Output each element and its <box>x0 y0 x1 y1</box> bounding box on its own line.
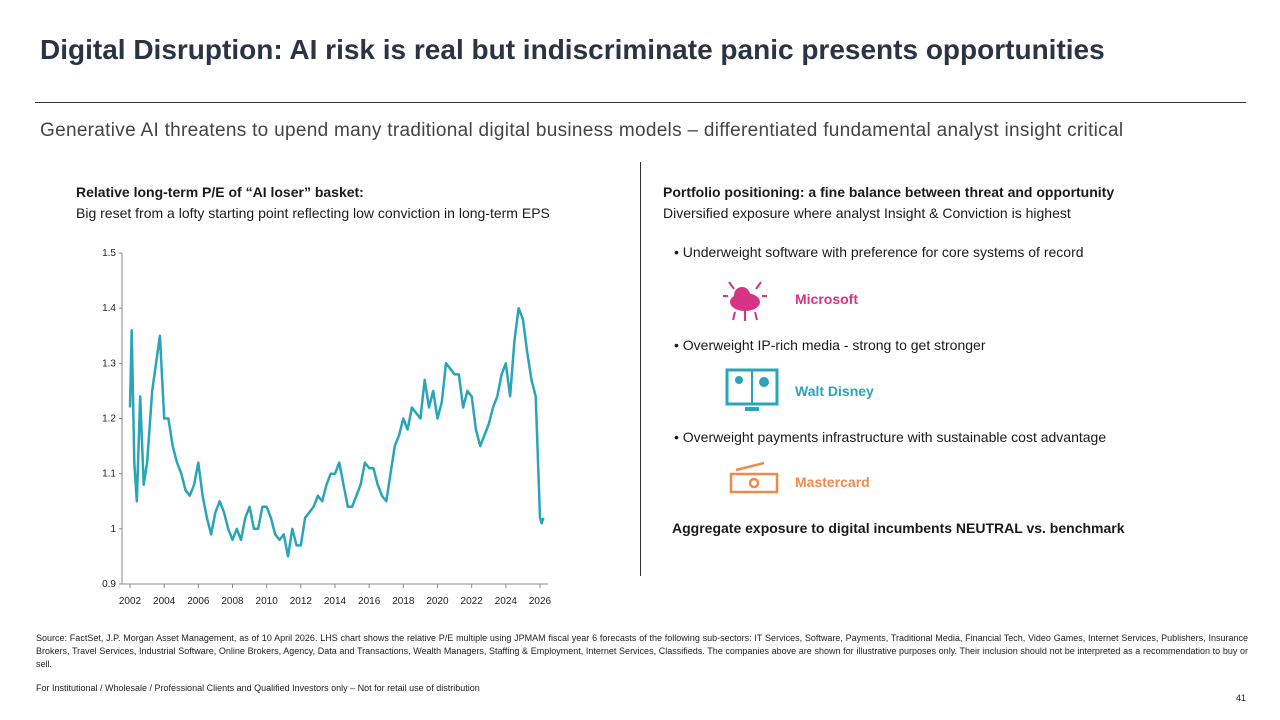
rule <box>35 102 1246 103</box>
x-tick-label: 2008 <box>221 596 244 607</box>
x-tick-label: 2002 <box>119 596 142 607</box>
conclusion: Aggregate exposure to digital incumbents… <box>672 520 1125 536</box>
subtitle: Generative AI threatens to upend many tr… <box>40 120 1124 141</box>
x-tick-label: 2006 <box>187 596 210 607</box>
x-tick-label: 2026 <box>529 596 552 607</box>
left-text: Big reset from a lofty starting point re… <box>76 205 550 221</box>
title: Digital Disruption: AI risk is real but … <box>40 34 1105 65</box>
bullet: • Overweight payments infrastructure wit… <box>674 429 1107 445</box>
bullet: • Overweight IP-rich media - strong to g… <box>674 337 986 353</box>
x-tick-label: 2018 <box>392 596 415 607</box>
right-text: Diversified exposure where analyst Insig… <box>663 205 1071 221</box>
right-heading: Portfolio positioning: a fine balance be… <box>663 184 1115 200</box>
y-tick-label: 0.9 <box>102 579 116 590</box>
y-tick-label: 1.2 <box>102 414 116 425</box>
chart: 0.9 1 1.1 1.2 1.3 1.4 1.5 2002 2004 2006 2008 2010 2… <box>102 248 552 607</box>
y-tick-label: 1.5 <box>102 248 116 259</box>
x-tick-label: 2016 <box>358 596 381 607</box>
disclaimer: For Institutional / Wholesale / Professi… <box>36 683 480 693</box>
icon-cloud <box>723 281 767 321</box>
y-tick-label: 1.3 <box>102 358 116 369</box>
x-tick-label: 2022 <box>461 596 484 607</box>
y-tick-label: 1.4 <box>102 303 116 314</box>
x-tick-label: 2012 <box>290 596 313 607</box>
y-tick-label: 1 <box>110 524 116 535</box>
left-heading: Relative long-term P/E of “AI loser” bas… <box>76 184 364 200</box>
x-tick-label: 2020 <box>426 596 449 607</box>
company: Mastercard <box>795 474 870 490</box>
item-text: Underweight software with preference for… <box>682 244 1084 260</box>
x-tick-label: 2004 <box>153 596 176 607</box>
x-tick-label: 2010 <box>256 596 279 607</box>
item-text: Overweight payments infrastructure with … <box>682 429 1107 445</box>
icon-wallet <box>729 461 779 494</box>
icon-screen <box>725 368 779 411</box>
x-tick-label: 2024 <box>495 596 518 607</box>
page-number: 41 <box>1236 693 1247 703</box>
x-tick-label: 2014 <box>324 596 347 607</box>
item-text: Overweight IP-rich media - strong to get… <box>682 337 986 353</box>
company: Walt Disney <box>795 383 874 399</box>
y-tick-label: 1.1 <box>102 469 116 480</box>
company: Microsoft <box>795 291 858 307</box>
divider <box>640 162 641 576</box>
line <box>128 306 545 558</box>
source: Source: FactSet, J.P. Morgan Asset Manag… <box>36 633 1248 669</box>
bullet: • Underweight software with preference f… <box>674 244 1084 260</box>
